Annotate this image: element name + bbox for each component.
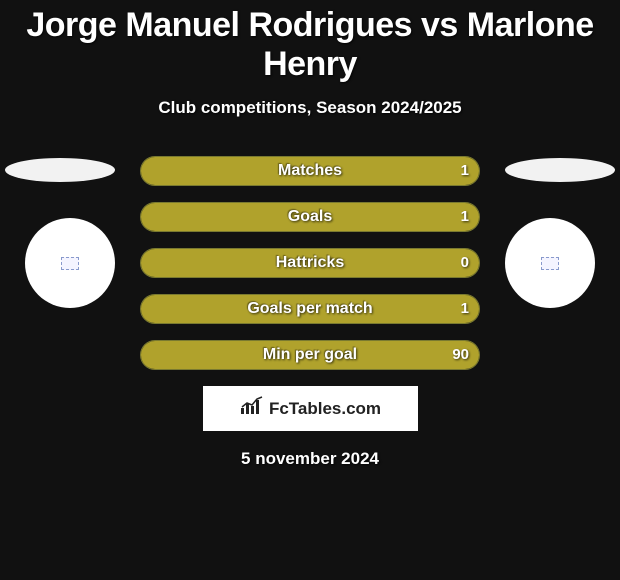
- player-left-shadow: [5, 158, 115, 182]
- logo-chart-icon: [239, 396, 265, 421]
- stat-value-right: 0: [461, 249, 469, 277]
- flag-unknown-icon: [541, 257, 559, 270]
- comparison-content: Matches 1 Goals 1 Hattricks 0 Goals per …: [0, 156, 620, 469]
- stat-row-min-per-goal: Min per goal 90: [140, 340, 480, 370]
- stat-label: Min per goal: [141, 341, 479, 369]
- stat-value-right: 1: [461, 157, 469, 185]
- player-right-shadow: [505, 158, 615, 182]
- stat-row-goals: Goals 1: [140, 202, 480, 232]
- stat-label: Goals: [141, 203, 479, 231]
- stat-row-matches: Matches 1: [140, 156, 480, 186]
- page-title: Jorge Manuel Rodrigues vs Marlone Henry: [0, 0, 620, 84]
- subtitle: Club competitions, Season 2024/2025: [0, 98, 620, 118]
- stat-label: Goals per match: [141, 295, 479, 323]
- stat-label: Matches: [141, 157, 479, 185]
- stat-bars: Matches 1 Goals 1 Hattricks 0 Goals per …: [140, 156, 480, 370]
- player-right-avatar: [505, 218, 595, 308]
- stat-value-right: 90: [452, 341, 469, 369]
- stat-label: Hattricks: [141, 249, 479, 277]
- stat-row-goals-per-match: Goals per match 1: [140, 294, 480, 324]
- date-label: 5 november 2024: [0, 449, 620, 469]
- stat-row-hattricks: Hattricks 0: [140, 248, 480, 278]
- player-left-avatar: [25, 218, 115, 308]
- stat-value-right: 1: [461, 295, 469, 323]
- flag-unknown-icon: [61, 257, 79, 270]
- logo-box[interactable]: FcTables.com: [203, 386, 418, 431]
- stat-value-right: 1: [461, 203, 469, 231]
- logo-text: FcTables.com: [269, 399, 381, 419]
